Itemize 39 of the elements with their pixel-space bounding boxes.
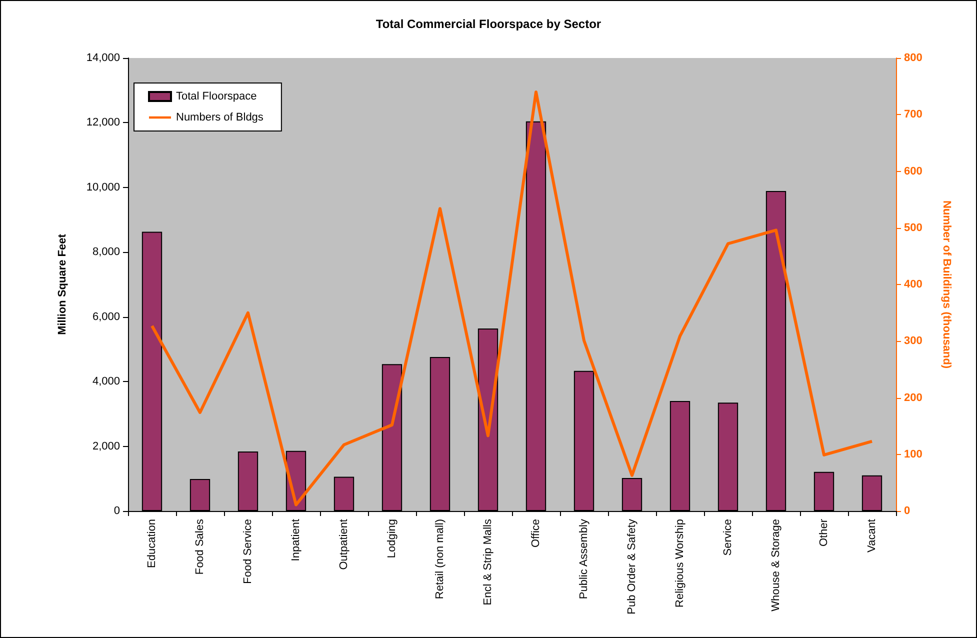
x-tick-label: Encl & Strip Malls bbox=[482, 518, 494, 606]
y-tick-label: 4,000 bbox=[92, 376, 120, 388]
x-tick-label: Vacant bbox=[866, 519, 878, 552]
y2-tick-label: 300 bbox=[904, 335, 922, 348]
y2-tick-label: 800 bbox=[904, 52, 922, 64]
x-tick-label: Food Service bbox=[242, 519, 254, 584]
y2-tick-label: 0 bbox=[904, 505, 910, 517]
x-tick-label: Religious Worship bbox=[674, 519, 686, 608]
y-axis-title: Million Square Feet bbox=[56, 234, 68, 335]
x-tick-label: Pub Order & Safety bbox=[626, 518, 638, 614]
y2-tick-label: 100 bbox=[904, 448, 922, 460]
y-tick-label: 12,000 bbox=[86, 116, 120, 129]
x-tick-label: Retail (non mall) bbox=[434, 519, 446, 600]
y-tick-label: 2,000 bbox=[92, 440, 120, 452]
x-tick-label: Public Assembly bbox=[578, 518, 590, 600]
x-tick-label: Outpatient bbox=[338, 519, 350, 570]
y2-axis-title: Number of Buildings (thousand) bbox=[940, 200, 952, 369]
y-tick-label: 10,000 bbox=[86, 181, 120, 194]
x-tick-label: Service bbox=[722, 519, 734, 556]
y2-tick-label: 500 bbox=[904, 222, 922, 234]
y-tick-label: 8,000 bbox=[92, 246, 120, 258]
x-tick-label: Food Sales bbox=[194, 518, 206, 575]
x-tick-label: Other bbox=[818, 518, 830, 547]
x-tick-label: Office bbox=[530, 519, 542, 548]
x-tick-label: Education bbox=[146, 519, 158, 568]
y-tick-label: 6,000 bbox=[92, 310, 120, 323]
x-tick-label: Whouse & Storage bbox=[770, 519, 782, 612]
legend-label: Numbers of Bldgs bbox=[176, 112, 264, 124]
y-tick-label: 0 bbox=[114, 505, 120, 517]
y2-tick-label: 400 bbox=[904, 278, 922, 290]
x-tick-label: Inpatient bbox=[290, 519, 302, 562]
y2-tick-label: 600 bbox=[904, 165, 922, 178]
y2-tick-label: 200 bbox=[904, 392, 922, 404]
chart-title: Total Commercial Floorspace by Sector bbox=[376, 17, 602, 31]
y-tick-label: 14,000 bbox=[86, 52, 120, 64]
x-tick-label: Lodging bbox=[386, 519, 398, 558]
legend-label: Total Floorspace bbox=[176, 90, 257, 102]
y2-tick-label: 700 bbox=[904, 108, 922, 121]
line-series bbox=[150, 90, 874, 506]
